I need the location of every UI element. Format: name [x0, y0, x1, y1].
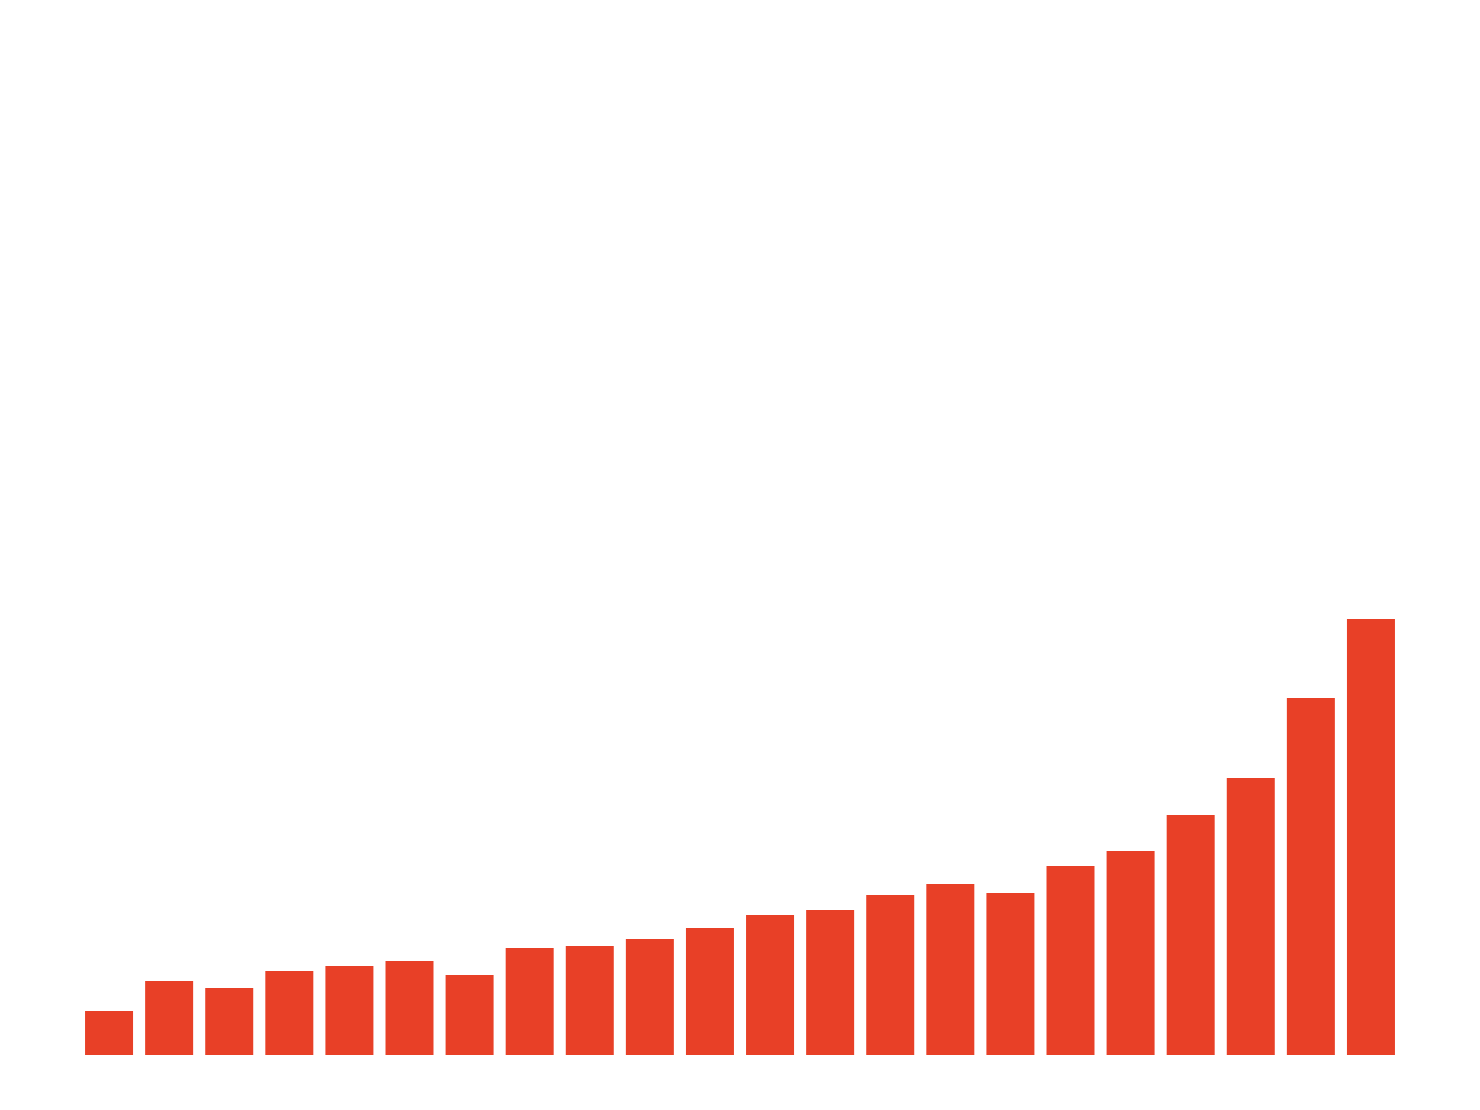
bar — [625, 939, 674, 1055]
bar — [1046, 866, 1095, 1055]
bar — [205, 988, 254, 1055]
bar — [145, 981, 194, 1055]
bar — [746, 915, 795, 1055]
bar — [1106, 851, 1155, 1055]
bar — [986, 893, 1035, 1055]
bar — [85, 1011, 134, 1055]
bar — [565, 946, 614, 1055]
bar — [1346, 619, 1395, 1055]
bar — [325, 966, 374, 1055]
bar — [926, 884, 975, 1055]
bar — [505, 948, 554, 1055]
bar — [866, 895, 915, 1055]
bar — [685, 928, 734, 1055]
bar — [1226, 778, 1275, 1055]
bar — [265, 971, 314, 1055]
bar — [445, 975, 494, 1055]
bar — [1166, 815, 1215, 1055]
bar — [1286, 698, 1335, 1055]
bar — [385, 961, 434, 1055]
bar — [806, 910, 855, 1055]
